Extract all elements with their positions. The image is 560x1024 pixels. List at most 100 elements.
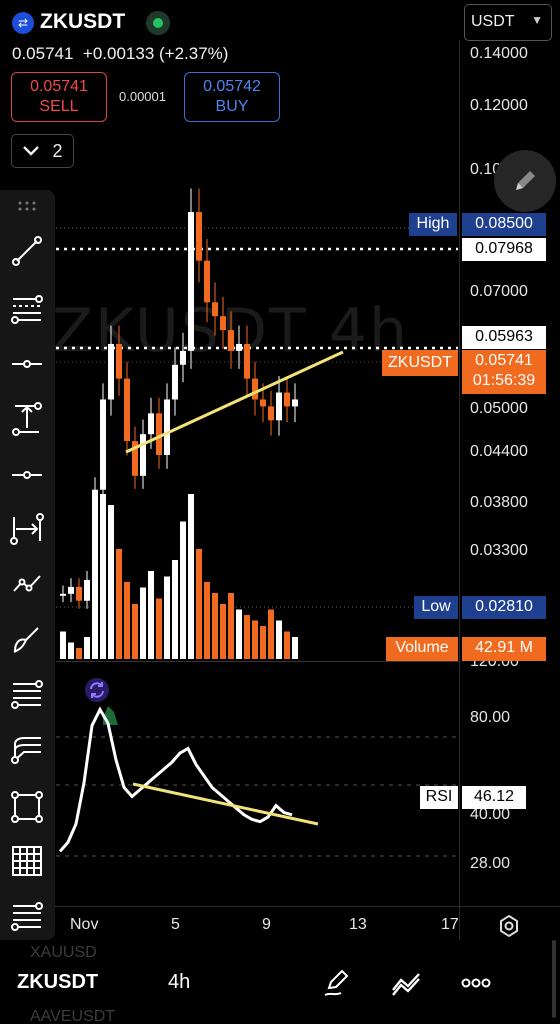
rectangle-tool-icon[interactable] <box>6 786 48 828</box>
candle <box>220 316 226 331</box>
volume-bar <box>196 549 202 659</box>
path-tool-icon[interactable] <box>6 563 48 605</box>
watchlist-item-ghost: XAUUSD <box>30 944 97 961</box>
chevron-down-icon: ▼ <box>531 13 543 27</box>
candle-countdown: 01:56:39 <box>472 372 536 389</box>
candle <box>116 343 122 379</box>
candle <box>228 330 234 351</box>
candle <box>100 399 106 490</box>
volume-label: Volume <box>386 637 458 661</box>
candle <box>276 392 282 421</box>
indicators-icon[interactable] <box>388 965 424 1001</box>
draw-icon[interactable] <box>318 965 354 1001</box>
volume-bar <box>76 648 82 659</box>
time-tick: 9 <box>262 916 271 933</box>
volume-bar <box>220 604 226 659</box>
price-tick: 0.04400 <box>470 443 528 460</box>
volume-bar <box>68 642 74 659</box>
rsi-tick: 40.00 <box>470 806 511 823</box>
horizontal-line-tool-icon[interactable] <box>6 343 48 385</box>
high-value: 0.08500 <box>462 213 546 236</box>
candle <box>92 489 98 580</box>
sell-label: SELL <box>39 98 79 115</box>
pencil-icon <box>516 171 535 190</box>
price-range-tool-icon[interactable] <box>6 398 48 440</box>
level-2-value: 0.05963 <box>462 326 546 349</box>
candle <box>108 343 114 400</box>
volume-bar <box>188 494 194 659</box>
candle <box>60 593 66 596</box>
volume-bar <box>268 609 274 659</box>
volume-bar <box>132 604 138 659</box>
candle <box>196 212 202 261</box>
candle <box>292 399 298 407</box>
edit-drawing-button[interactable] <box>494 150 556 212</box>
low-label: Low <box>414 596 458 619</box>
fib-retracement-tool-icon[interactable] <box>6 288 48 330</box>
low-value: 0.02810 <box>462 596 546 619</box>
trendline-tool-icon[interactable] <box>6 230 48 272</box>
price-tick: 0.12000 <box>470 97 528 114</box>
candle <box>252 378 258 400</box>
grid-tool-icon[interactable] <box>6 840 48 882</box>
rsi-trendline <box>132 782 319 826</box>
chart-settings-icon[interactable] <box>496 913 522 939</box>
symbol-title[interactable]: ZKUSDT <box>40 10 126 33</box>
time-tick: 5 <box>171 916 180 933</box>
candle <box>172 364 178 400</box>
candle <box>260 399 266 407</box>
pane-divider <box>56 661 460 662</box>
volume-bar <box>284 631 290 659</box>
drawing-toolbar <box>0 190 55 940</box>
volume-bar <box>108 505 114 659</box>
date-range-tool-icon[interactable] <box>6 508 48 550</box>
last-price-symbol: ZKUSDT <box>382 350 458 376</box>
price-axis-line <box>459 40 460 940</box>
bottom-symbol[interactable]: ZKUSDT <box>17 971 99 993</box>
level-1-value: 0.07968 <box>462 238 546 261</box>
refresh-icon[interactable] <box>84 677 110 703</box>
volume-bar <box>180 521 186 659</box>
ray-tool-icon[interactable] <box>6 454 48 496</box>
volume-bar <box>100 494 106 659</box>
last-price-tag: 0.05741 01:56:39 <box>462 350 546 394</box>
price-tick: 0.14000 <box>470 45 528 62</box>
interval-selector[interactable]: 4h <box>168 971 191 993</box>
currency-label: USDT <box>471 13 515 30</box>
volume-bar <box>156 598 162 659</box>
volume-bar <box>212 593 218 659</box>
volume-bar <box>260 626 266 659</box>
volume-bar <box>204 582 210 659</box>
volume-bar <box>116 549 122 659</box>
indicators-toggle-button[interactable]: 2 <box>11 134 74 168</box>
scrollbar[interactable] <box>552 940 556 1018</box>
rsi-tick: 80.00 <box>470 709 511 726</box>
volume-bar <box>292 637 298 659</box>
current-price: 0.05741 <box>12 44 74 63</box>
brush-tool-icon[interactable] <box>6 618 48 660</box>
fib-fan-tool-icon[interactable] <box>6 674 48 716</box>
price-tick: 0.07000 <box>470 283 528 300</box>
more-options-icon[interactable] <box>458 965 494 1001</box>
sell-button[interactable]: 0.05741 SELL <box>11 72 107 122</box>
candle <box>124 378 130 442</box>
buy-button[interactable]: 0.05742 BUY <box>184 72 280 122</box>
time-tick: Nov <box>70 916 99 933</box>
candle <box>204 260 210 303</box>
volume-bar <box>228 593 234 659</box>
candle <box>236 343 242 351</box>
parallel-channel-tool-icon[interactable] <box>6 894 48 936</box>
candle <box>164 399 170 455</box>
volume-bar <box>236 609 242 659</box>
time-tick: 17 <box>441 916 459 933</box>
currency-selector[interactable]: USDT ▼ <box>464 4 552 41</box>
spread-value: 0.00001 <box>119 89 166 104</box>
pitchfork-tool-icon[interactable] <box>6 728 48 770</box>
drag-handle-icon[interactable] <box>6 192 48 220</box>
candle <box>156 413 162 455</box>
sell-price: 0.05741 <box>30 78 88 95</box>
candle <box>132 441 138 476</box>
candle <box>188 212 194 351</box>
time-tick: 13 <box>349 916 367 933</box>
